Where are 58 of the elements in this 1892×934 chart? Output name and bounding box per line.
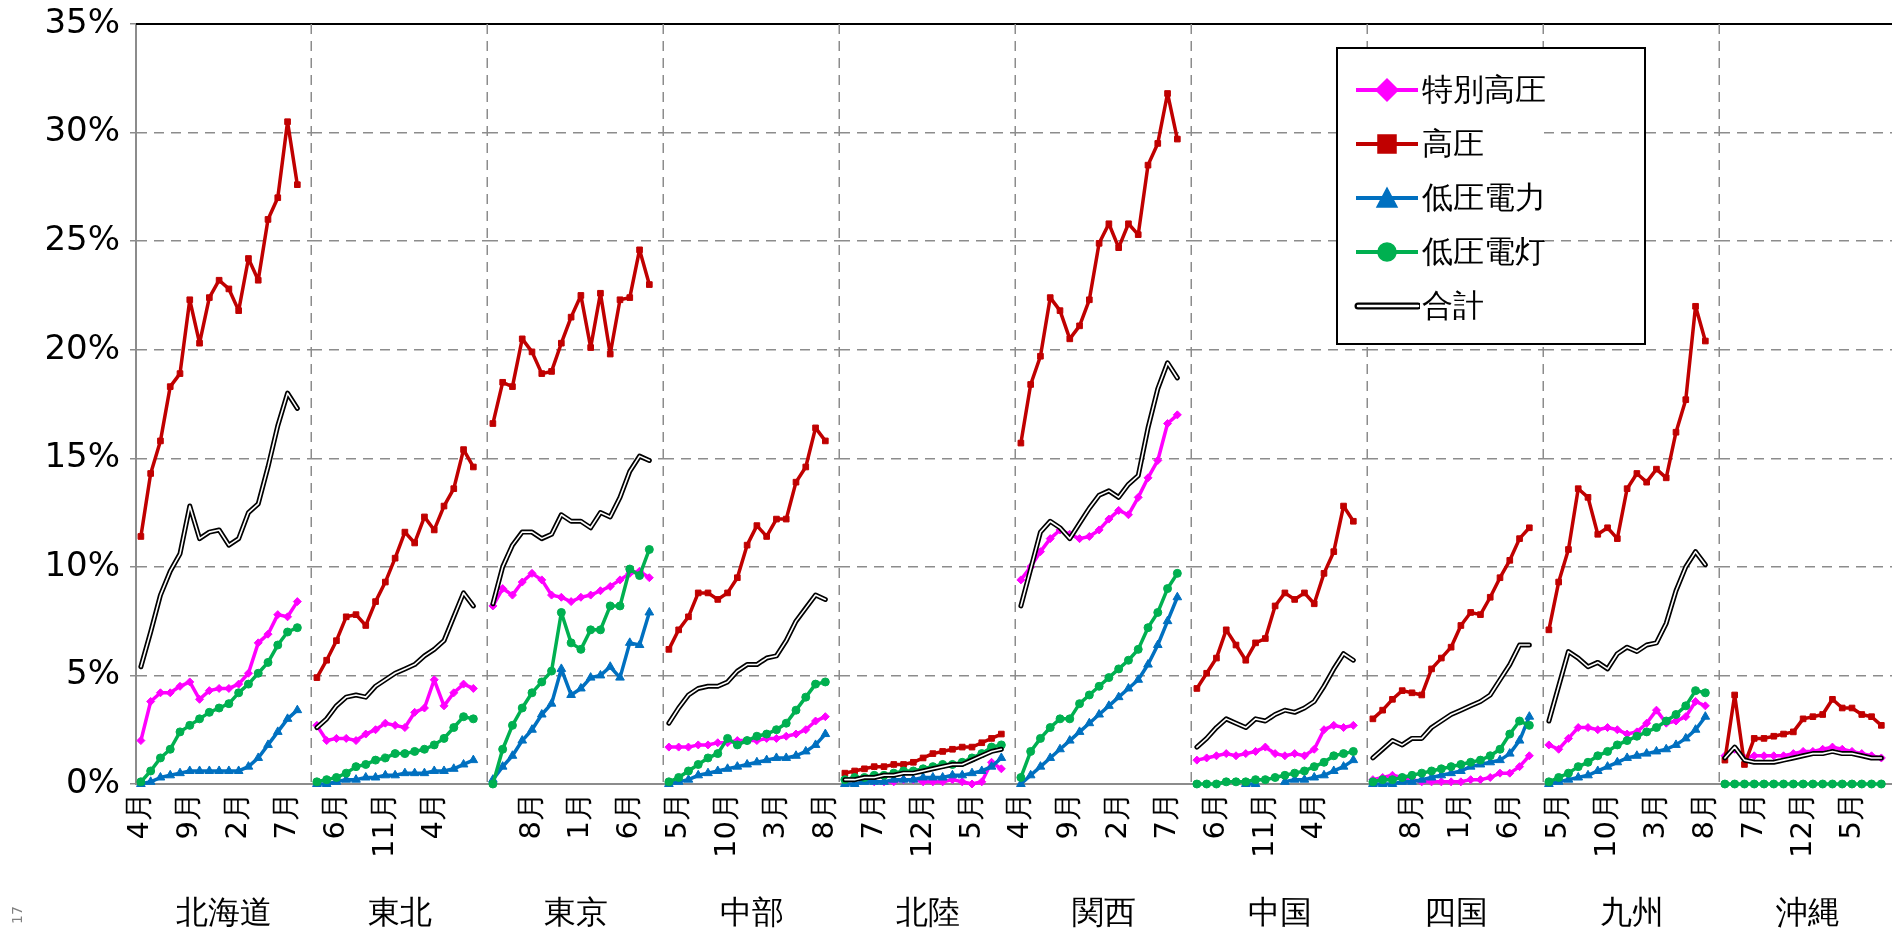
x-tick-label: 12月	[903, 792, 938, 858]
legend-label: 低圧電力	[1422, 178, 1546, 217]
x-axis-title: 中部	[720, 893, 784, 932]
y-tick-label: 0%	[66, 760, 120, 801]
x-tick-label: 3月	[1636, 792, 1671, 840]
text: 17	[8, 906, 25, 924]
x-tick-label: 8月	[805, 792, 840, 840]
x-tick-label: 7月	[1734, 792, 1769, 840]
x-axis-title: 北海道	[176, 893, 272, 932]
x-tick-label: 4月	[121, 792, 156, 840]
y-tick-label: 10%	[44, 543, 120, 584]
x-tick-label: 5月	[1539, 792, 1574, 840]
x-tick-label: 7月	[268, 792, 303, 840]
x-axis-title: 沖縄	[1776, 893, 1840, 932]
x-tick-label: 8月	[1685, 792, 1720, 840]
x-tick-label: 8月	[1392, 792, 1427, 840]
x-tick-label: 4月	[1001, 792, 1036, 840]
x-tick-label: 3月	[756, 792, 791, 840]
x-axis-title: 四国	[1424, 893, 1488, 932]
x-tick-label: 9月	[170, 792, 205, 840]
x-tick-label: 6月	[316, 792, 351, 840]
x-axis-title: 北陸	[896, 893, 960, 932]
y-tick-label: 15%	[44, 435, 120, 476]
x-tick-label: 10月	[1588, 792, 1623, 858]
x-axis-title: 九州	[1600, 893, 1664, 932]
y-tick-label: 30%	[44, 109, 120, 150]
x-axis-title: 中国	[1248, 893, 1312, 932]
x-tick-label: 5月	[1832, 792, 1867, 840]
x-axis-title: 東北	[368, 893, 432, 932]
x-tick-label: 4月	[1294, 792, 1329, 840]
x-tick-label: 12月	[1783, 792, 1818, 858]
legend-label: 低圧電灯	[1422, 232, 1546, 271]
x-tick-label: 6月	[1196, 792, 1231, 840]
legend-label: 合計	[1422, 286, 1484, 325]
x-tick-label: 2月	[219, 792, 254, 840]
x-tick-label: 5月	[659, 792, 694, 840]
x-tick-label: 5月	[952, 792, 987, 840]
x-tick-label: 6月	[610, 792, 645, 840]
legend-label: 特別高圧	[1422, 70, 1546, 109]
x-tick-label: 7月	[1148, 792, 1183, 840]
legend-label: 高圧	[1422, 124, 1484, 163]
x-tick-label: 6月	[1490, 792, 1525, 840]
y-tick-label: 25%	[44, 217, 120, 258]
x-tick-label: 8月	[512, 792, 547, 840]
x-tick-label: 10月	[708, 792, 743, 858]
y-tick-label: 20%	[44, 326, 120, 367]
x-tick-label: 7月	[854, 792, 889, 840]
x-tick-label: 9月	[1050, 792, 1085, 840]
y-tick-label: 5%	[66, 652, 120, 693]
x-tick-label: 2月	[1099, 792, 1134, 840]
x-tick-label: 1月	[561, 792, 596, 840]
x-tick-label: 11月	[365, 792, 400, 858]
x-axis-title: 東京	[544, 893, 608, 932]
y-tick-label: 35%	[44, 0, 120, 41]
x-tick-label: 4月	[414, 792, 449, 840]
x-tick-label: 11月	[1245, 792, 1280, 858]
x-tick-label: 1月	[1441, 792, 1476, 840]
x-axis-title: 関西	[1072, 893, 1136, 932]
